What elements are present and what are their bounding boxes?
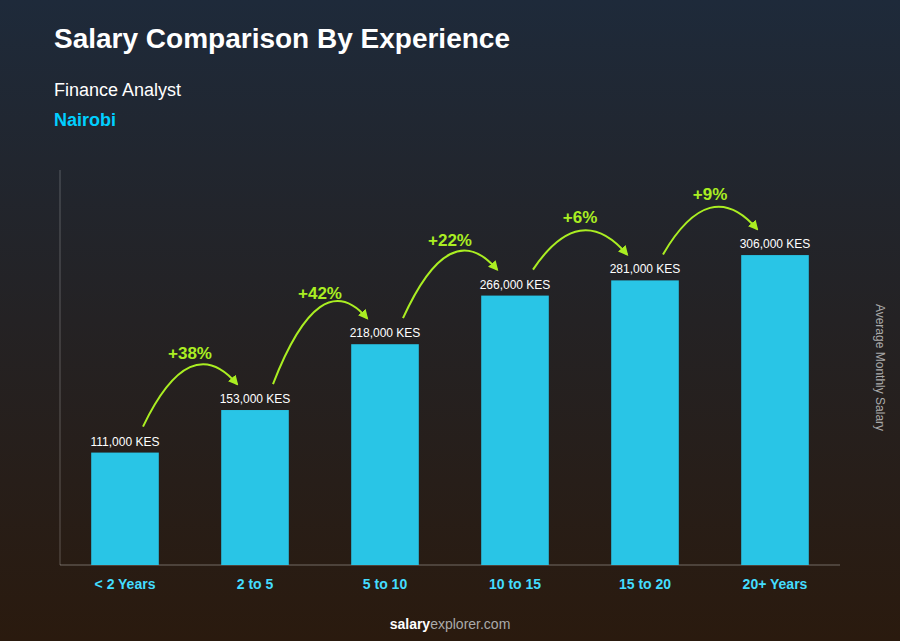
x-tick-label: 15 to 20: [619, 576, 671, 592]
chart-svg: Salary Comparison By Experience Finance A…: [0, 0, 900, 641]
bars: [91, 255, 809, 565]
chart-container: Salary Comparison By Experience Finance A…: [0, 0, 900, 641]
x-tick-label: 2 to 5: [237, 576, 274, 592]
x-tick-label: 10 to 15: [489, 576, 541, 592]
change-arrow: [273, 301, 367, 384]
change-label: +9%: [693, 185, 728, 204]
x-tick-label: < 2 Years: [95, 576, 156, 592]
title: Salary Comparison By Experience: [54, 23, 510, 54]
bar: [611, 280, 679, 565]
change-label: +38%: [168, 344, 212, 363]
change-label: +42%: [298, 284, 342, 303]
subtitle: Nairobi: [54, 110, 116, 130]
data-label: 153,000 KES: [220, 392, 291, 406]
change-arrow: [533, 230, 627, 269]
change-arrow: [143, 364, 237, 426]
footer-part: salary: [390, 616, 431, 632]
bar: [91, 453, 159, 565]
x-tick-label: 5 to 10: [363, 576, 408, 592]
bar: [481, 296, 549, 565]
x-axis-line: [60, 565, 840, 566]
data-label: 306,000 KES: [740, 237, 811, 251]
footer-part: explorer.com: [430, 616, 510, 632]
background: [0, 0, 900, 641]
subtitle: Finance Analyst: [54, 80, 181, 100]
change-label: +6%: [563, 208, 598, 227]
change-arrow: [663, 207, 757, 255]
bar: [351, 344, 419, 565]
y-axis-label: Average Monthly Salary: [873, 304, 887, 431]
change-arrow: [403, 251, 497, 319]
bar: [741, 255, 809, 565]
y-axis-line: [60, 170, 61, 565]
data-label: 266,000 KES: [480, 278, 551, 292]
data-label: 218,000 KES: [350, 326, 421, 340]
data-label: 111,000 KES: [91, 435, 160, 449]
x-tick-label: 20+ Years: [743, 576, 808, 592]
change-label: +22%: [428, 231, 472, 250]
footer: salaryexplorer.com: [390, 616, 511, 632]
bar: [221, 410, 289, 565]
data-label: 281,000 KES: [610, 262, 681, 276]
